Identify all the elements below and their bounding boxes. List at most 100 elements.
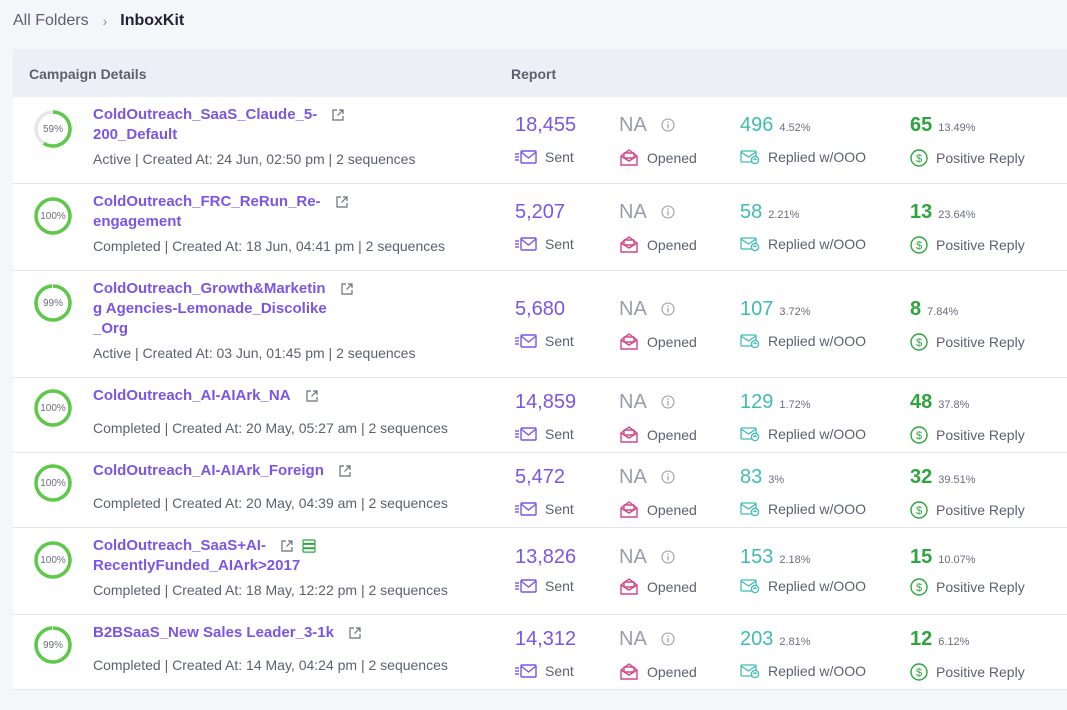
sent-envelope-icon — [515, 427, 545, 441]
chevron-right-icon: › — [102, 13, 108, 29]
info-icon[interactable] — [661, 470, 675, 484]
campaign-name-link[interactable]: ColdOutreach_AI-AIArk_NA — [93, 386, 291, 406]
table-row: 100% ColdOutreach_AI-AIArk_Foreign Complet… — [13, 453, 1067, 528]
info-icon[interactable] — [661, 302, 675, 316]
campaign-name-line: ColdOutreach_FRC_ReRun_Re- — [93, 193, 321, 210]
opened-count: NA — [619, 113, 647, 137]
positive-count-label-text: Positive Reply — [936, 664, 1025, 680]
external-link-icon[interactable] — [338, 464, 352, 478]
campaign-name-link[interactable]: ColdOutreach_SaaS+AI- RecentlyFunded_AIAr… — [93, 536, 300, 576]
info-icon[interactable] — [661, 205, 675, 219]
svg-text:$: $ — [916, 430, 922, 442]
opened-count-value: NA — [619, 114, 647, 136]
opened-count: NA — [619, 545, 647, 569]
external-link-icon[interactable] — [305, 389, 319, 403]
breadcrumb-all-folders[interactable]: All Folders — [13, 12, 89, 29]
replied-count-percent: 3.72% — [779, 306, 811, 318]
positive-count-value: 12 — [910, 628, 933, 650]
positive-count-value: 8 — [910, 298, 922, 320]
opened-envelope-icon — [619, 501, 647, 519]
opened-count-label: Opened — [619, 663, 697, 681]
positive-count-value: 32 — [910, 466, 933, 488]
info-icon[interactable] — [661, 395, 675, 409]
positive-count-percent: 6.12% — [938, 636, 970, 648]
info-icon[interactable] — [661, 632, 675, 646]
positive-count-label: $ Positive Reply — [910, 333, 1025, 351]
campaign-name-line: B2BSaaS_New Sales Leader_3-1k — [93, 624, 334, 641]
sent-count-label: Sent — [515, 663, 574, 679]
sent-count-label: Sent — [515, 236, 574, 252]
external-link-icon[interactable] — [348, 626, 362, 640]
opened-count: NA — [619, 390, 647, 414]
positive-count-label-text: Positive Reply — [936, 237, 1025, 253]
sent-count-value: 13,826 — [515, 546, 577, 568]
header-report: Report — [511, 66, 557, 82]
campaign-name-link[interactable]: ColdOutreach_SaaS_Claude_5- 200_Default — [93, 105, 317, 145]
campaign-meta: Completed | Created At: 18 Jun, 04:41 pm… — [93, 238, 446, 254]
opened-count-label: Opened — [619, 501, 697, 519]
sent-count-value: 5,207 — [515, 201, 566, 223]
sent-count: 5,472 — [515, 465, 565, 489]
opened-envelope-icon — [619, 663, 647, 681]
campaign-name-link[interactable]: B2BSaaS_New Sales Leader_3-1k — [93, 623, 334, 643]
positive-count-value: 15 — [910, 546, 933, 568]
sent-envelope-icon — [515, 237, 545, 251]
replied-count: 58 2.21% — [740, 200, 799, 227]
sent-count-value: 14,312 — [515, 628, 577, 650]
svg-text:$: $ — [916, 505, 922, 517]
positive-count-label: $ Positive Reply — [910, 501, 1025, 519]
campaign-name-line: ColdOutreach_Growth&Marketin — [93, 280, 326, 297]
sent-count-label-text: Sent — [545, 333, 574, 349]
info-icon[interactable] — [661, 118, 675, 132]
campaign-name-link[interactable]: ColdOutreach_FRC_ReRun_Re-engagement — [93, 192, 321, 232]
opened-count-label-text: Opened — [647, 502, 697, 518]
campaign-name-link[interactable]: ColdOutreach_Growth&Marketin g Agencies-L… — [93, 279, 327, 339]
opened-envelope-icon — [619, 236, 647, 254]
campaign-name-link[interactable]: ColdOutreach_AI-AIArk_Foreign — [93, 461, 324, 481]
positive-count-label-text: Positive Reply — [936, 334, 1025, 350]
external-link-icon[interactable] — [340, 282, 354, 296]
table-row: 99% ColdOutreach_Growth&Marketin g Agencie… — [13, 271, 1067, 378]
opened-count-label-text: Opened — [647, 334, 697, 350]
opened-count-label: Opened — [619, 578, 697, 596]
info-icon[interactable] — [661, 550, 675, 564]
campaign-name-line: ColdOutreach_SaaS+AI- — [93, 537, 266, 554]
positive-count-percent: 39.51% — [938, 474, 976, 486]
positive-count: 32 39.51% — [910, 465, 976, 492]
positive-count-percent: 37.8% — [938, 399, 970, 411]
opened-count-value: NA — [619, 628, 647, 650]
replied-envelope-icon — [740, 578, 768, 594]
sent-count-label: Sent — [515, 149, 574, 165]
sent-count-label: Sent — [515, 333, 574, 349]
positive-count-label: $ Positive Reply — [910, 663, 1025, 681]
external-link-icon[interactable] — [335, 195, 349, 209]
opened-count-label: Opened — [619, 426, 697, 444]
sent-count: 14,312 — [515, 627, 576, 651]
table-header: Campaign Details Report — [13, 49, 1067, 97]
external-link-icon[interactable] — [331, 108, 345, 122]
campaign-name-line: ColdOutreach_SaaS_Claude_5- — [93, 106, 318, 123]
opened-envelope-icon — [619, 333, 647, 351]
replied-count-value: 83 — [740, 466, 763, 488]
sent-count-label: Sent — [515, 426, 574, 442]
sent-count-value: 5,680 — [515, 298, 566, 320]
replied-count-label-text: Replied w/OOO — [768, 236, 867, 252]
progress-ring: 59% — [33, 109, 73, 149]
progress-label: 59% — [42, 123, 63, 135]
positive-count-label-text: Positive Reply — [936, 502, 1025, 518]
opened-count-label-text: Opened — [647, 664, 697, 680]
replied-count-label-text: Replied w/OOO — [768, 501, 867, 517]
positive-count-value: 48 — [910, 391, 933, 413]
opened-count-label: Opened — [619, 333, 697, 351]
replied-count-label: Replied w/OOO — [740, 426, 866, 442]
campaign-meta: Completed | Created At: 14 May, 04:24 pm… — [93, 657, 448, 673]
replied-count-label: Replied w/OOO — [740, 501, 866, 517]
database-icon[interactable] — [302, 539, 316, 553]
positive-count-percent: 23.64% — [938, 209, 976, 221]
replied-count: 107 3.72% — [740, 297, 811, 324]
positive-count: 15 10.07% — [910, 545, 976, 572]
dollar-icon: $ — [910, 333, 936, 351]
progress-ring: 100% — [33, 463, 73, 503]
external-link-icon[interactable] — [280, 539, 294, 553]
replied-count-percent: 3% — [768, 474, 785, 486]
